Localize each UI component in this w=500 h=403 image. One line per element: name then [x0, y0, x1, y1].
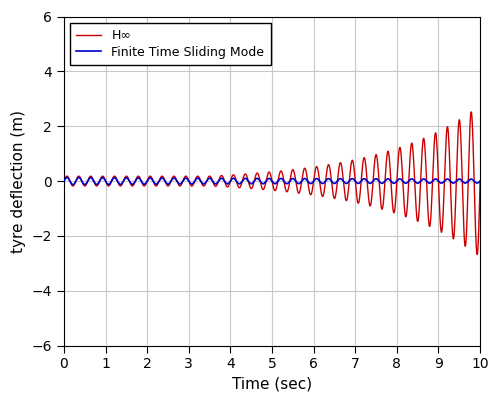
- H∞: [468, 110, 474, 114]
- Finite Time Sliding Mode: [304, 178, 310, 183]
- H∞: [474, 252, 480, 257]
- Finite Time Sliding Mode: [70, 182, 76, 187]
- H∞: [142, 183, 148, 187]
- Finite Time Sliding Mode: [142, 181, 148, 186]
- H∞: [477, 179, 483, 183]
- X-axis label: Time (sec): Time (sec): [232, 377, 312, 392]
- Finite Time Sliding Mode: [61, 179, 67, 183]
- Finite Time Sliding Mode: [342, 181, 348, 186]
- Y-axis label: tyre deflection (m): tyre deflection (m): [11, 110, 26, 253]
- Line: Finite Time Sliding Mode: Finite Time Sliding Mode: [64, 177, 480, 185]
- H∞: [61, 179, 67, 183]
- H∞: [457, 123, 463, 127]
- Finite Time Sliding Mode: [64, 175, 70, 180]
- Finite Time Sliding Mode: [348, 177, 354, 182]
- H∞: [342, 197, 348, 202]
- Legend: H∞, Finite Time Sliding Mode: H∞, Finite Time Sliding Mode: [70, 23, 270, 65]
- Finite Time Sliding Mode: [104, 181, 110, 185]
- Finite Time Sliding Mode: [477, 179, 483, 183]
- H∞: [304, 173, 310, 178]
- H∞: [104, 181, 110, 186]
- Finite Time Sliding Mode: [457, 177, 463, 182]
- H∞: [348, 162, 354, 167]
- Line: H∞: H∞: [64, 112, 480, 254]
